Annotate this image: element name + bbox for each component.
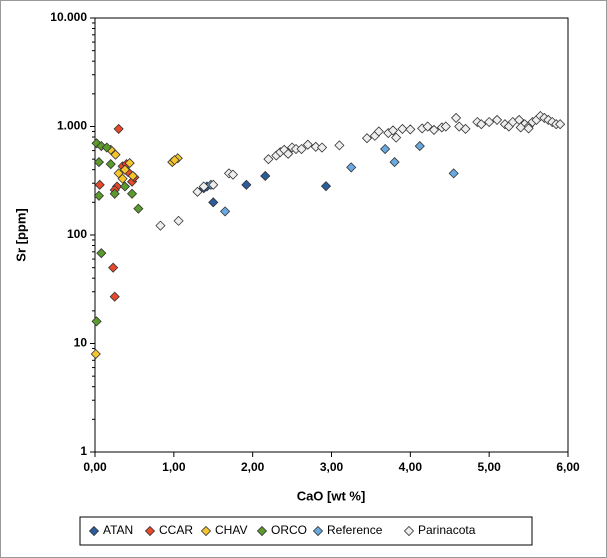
legend-marker (256, 525, 268, 537)
point (220, 206, 231, 217)
point (440, 121, 451, 132)
point (127, 170, 138, 182)
point (414, 141, 425, 152)
point (405, 124, 416, 135)
x-tick-label: 4,00 (399, 460, 423, 474)
point (389, 157, 400, 168)
y-tick-label: 1.000 (57, 119, 87, 133)
point (515, 122, 526, 133)
point (119, 181, 131, 192)
point (555, 119, 566, 130)
point (523, 123, 534, 134)
point (208, 179, 219, 190)
x-tick-label: 2,00 (241, 460, 265, 474)
x-tick-label: 6,00 (556, 460, 580, 474)
point (113, 123, 124, 134)
legend-marker (88, 525, 100, 537)
point (448, 168, 459, 179)
point (93, 190, 105, 201)
point (422, 121, 433, 132)
y-tick-label: 10.000 (50, 10, 87, 24)
point (296, 143, 307, 155)
point (117, 173, 128, 184)
point (108, 262, 119, 273)
point (192, 186, 203, 197)
y-tick-label: 10 (74, 336, 88, 350)
point (387, 125, 399, 136)
point (208, 197, 219, 208)
point (380, 143, 391, 155)
point (476, 119, 487, 130)
point (373, 126, 384, 137)
legend-label: CHAV (215, 523, 247, 537)
point (310, 141, 321, 152)
point (450, 112, 462, 123)
legend-label: Reference (327, 523, 383, 537)
point (361, 133, 373, 144)
point (169, 155, 180, 166)
point (391, 132, 402, 143)
point (428, 124, 440, 135)
point (93, 157, 105, 168)
legend-marker (312, 525, 324, 537)
legend-label: CCAR (159, 523, 193, 537)
x-axis-title: CaO [wt %] (297, 488, 366, 503)
point (119, 164, 131, 175)
point (260, 170, 271, 182)
point (105, 159, 116, 170)
point (90, 348, 101, 360)
x-tick-label: 5,00 (477, 460, 501, 474)
point (241, 179, 252, 190)
point (302, 139, 313, 150)
point (109, 291, 120, 302)
x-tick-label: 0,00 (83, 460, 107, 474)
point (155, 220, 166, 231)
point (484, 116, 495, 128)
point (334, 140, 345, 151)
point (397, 123, 408, 134)
y-tick-label: 1 (80, 444, 87, 458)
point (96, 248, 107, 259)
y-tick-label: 100 (67, 227, 87, 241)
legend-box (79, 516, 533, 546)
point (491, 114, 503, 125)
point (126, 188, 138, 199)
legend-marker (200, 525, 212, 537)
x-tick-label: 1,00 (162, 460, 186, 474)
point (460, 123, 471, 134)
point (320, 181, 332, 192)
legend-marker (403, 525, 415, 537)
point (316, 142, 328, 153)
legend-marker (144, 525, 156, 537)
point (133, 203, 144, 214)
point (91, 316, 102, 327)
point (109, 188, 120, 199)
point (101, 142, 112, 153)
point (263, 154, 274, 165)
point (124, 158, 135, 169)
point (94, 179, 105, 190)
legend-label: Parinacota (418, 523, 476, 537)
point (110, 149, 121, 160)
x-tick-label: 3,00 (320, 460, 344, 474)
point (346, 162, 357, 173)
point (227, 169, 239, 180)
point (283, 148, 294, 159)
legend-label: ORCO (271, 523, 307, 537)
point (173, 215, 184, 226)
y-axis-title: Sr [ppm] (13, 208, 28, 261)
legend-label: ATAN (103, 523, 133, 537)
point (198, 181, 209, 192)
